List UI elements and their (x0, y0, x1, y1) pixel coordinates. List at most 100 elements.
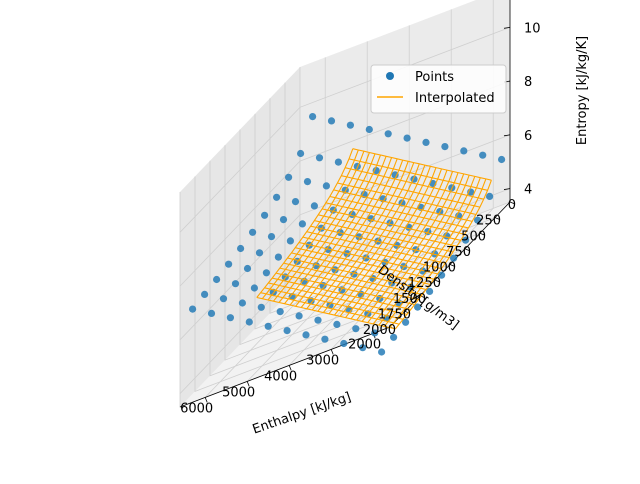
z-tick-label: 6 (524, 129, 532, 144)
surface-line-density (260, 292, 400, 325)
data-point (438, 271, 446, 279)
data-point (285, 173, 293, 181)
data-point (333, 320, 341, 328)
surface-line-density (318, 214, 457, 247)
surface-line-density (352, 148, 492, 181)
data-point (414, 303, 422, 311)
data-point (302, 331, 310, 339)
data-point (249, 228, 257, 236)
grid-line-z (179, 26, 511, 233)
x-tick-label: 2000 (363, 323, 396, 338)
y-tick-label: 2000 (348, 337, 381, 352)
data-point (243, 264, 252, 273)
legend-label-interpolated: Interpolated (415, 91, 495, 106)
data-point (257, 303, 265, 311)
surface-line-density (329, 195, 469, 229)
surface-line-density (310, 225, 450, 259)
x-tick-label: 1750 (378, 307, 411, 322)
surface-line-enthalpy (272, 152, 370, 302)
data-point (479, 151, 487, 159)
data-point (390, 333, 398, 341)
data-point (297, 149, 305, 158)
data-point (310, 202, 318, 210)
surface-line-enthalpy (267, 151, 365, 301)
surface-line-density (275, 272, 415, 306)
data-point (231, 280, 240, 288)
surface-line-enthalpy (328, 164, 426, 315)
surface-line-density (314, 220, 454, 253)
legend-marker-points (386, 72, 394, 80)
surface-line-density (341, 175, 481, 208)
data-point (303, 178, 312, 186)
data-point (226, 314, 234, 322)
grid-line-x (224, 145, 436, 361)
surface-line-density (344, 167, 484, 200)
data-point (426, 287, 434, 295)
data-point (309, 113, 317, 121)
data-point (321, 335, 329, 343)
data-point (384, 130, 392, 138)
data-point (365, 125, 373, 134)
y-tick-label: 6000 (180, 401, 213, 416)
z-tick-label: 8 (524, 75, 532, 90)
surface-line-enthalpy (345, 168, 443, 318)
surface-line-enthalpy (300, 158, 398, 308)
z-tick-label: 4 (524, 183, 532, 198)
data-point (371, 329, 379, 337)
surface-line-enthalpy (306, 159, 404, 310)
legend-frame (370, 64, 507, 114)
surface-line-density (287, 257, 427, 291)
surface-line-enthalpy (372, 174, 470, 325)
data-point (262, 269, 270, 277)
y-tick (246, 381, 250, 387)
z-axis-label: Entropy [kJ/kg/K] (575, 36, 590, 145)
surface-line-density (321, 208, 461, 241)
data-point (460, 147, 468, 155)
surface-line-density (306, 231, 446, 264)
x-tick-label: 1500 (393, 292, 426, 307)
x-tick-label: 1000 (423, 261, 456, 276)
data-point (391, 171, 399, 179)
data-point (219, 295, 228, 303)
data-point (359, 344, 367, 352)
data-point (322, 182, 330, 190)
grid-line-x (254, 113, 466, 330)
data-point (207, 309, 216, 317)
x-tick-label: 250 (476, 214, 501, 229)
data-point (462, 236, 470, 244)
x-tick (434, 279, 441, 283)
data-point (334, 158, 342, 166)
data-point (261, 211, 269, 219)
surface-line-density (283, 262, 423, 296)
data-point (498, 155, 506, 164)
surface-line-density (272, 277, 411, 311)
data-point (279, 216, 288, 224)
data-marks (189, 113, 506, 356)
grid-line-x (209, 160, 421, 377)
z-tick (503, 188, 511, 190)
surface-line-enthalpy (322, 163, 420, 313)
y-tick-label: 5000 (222, 385, 255, 400)
grid-line-x (269, 98, 481, 314)
data-point (315, 154, 324, 162)
surface-line-density (268, 282, 408, 315)
x-tick (494, 217, 501, 220)
x-tick-label: 0 (508, 198, 516, 213)
data-point (274, 253, 282, 261)
surface-line-enthalpy (356, 171, 454, 321)
data-point (286, 237, 294, 245)
y-axis-line (179, 326, 391, 408)
surface-line-density (279, 267, 419, 301)
data-point (276, 308, 284, 316)
axis-labels: 0250500750100012501500175020002000300040… (180, 21, 540, 416)
surface-line-enthalpy (361, 172, 459, 322)
surface-line-enthalpy (317, 162, 415, 312)
y-tick (330, 349, 334, 355)
x-tick (509, 201, 516, 205)
y-tick-label: 3000 (306, 353, 339, 368)
data-point (441, 143, 449, 151)
x-tick-label: 750 (446, 245, 471, 260)
data-point (264, 322, 272, 330)
